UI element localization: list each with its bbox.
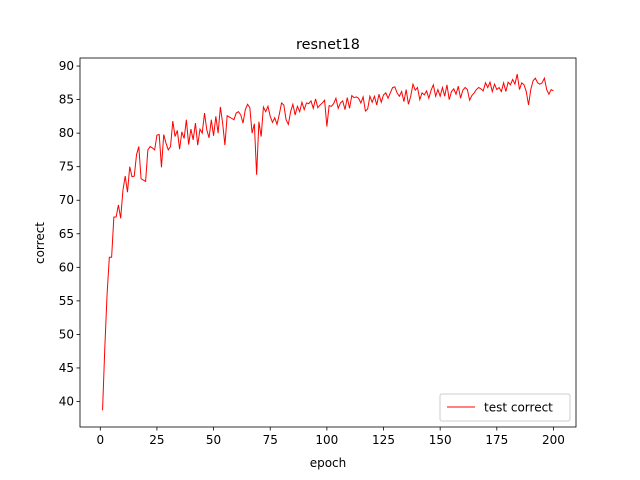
- legend-label: test correct: [484, 401, 553, 415]
- data-line: [102, 73, 554, 411]
- y-tick-label: 60: [59, 260, 74, 274]
- y-tick-label: 45: [59, 361, 74, 375]
- y-axis-label: correct: [33, 222, 47, 264]
- y-tick-label: 55: [59, 294, 74, 308]
- chart-title: resnet18: [296, 37, 360, 53]
- y-tick-label: 65: [59, 227, 74, 241]
- x-tick-label: 50: [206, 433, 221, 447]
- x-tick-label: 75: [263, 433, 278, 447]
- x-tick-label: 150: [429, 433, 452, 447]
- legend-box: [439, 393, 571, 422]
- y-tick-label: 90: [59, 59, 74, 73]
- x-tick-label: 200: [542, 433, 565, 447]
- y-tick-label: 70: [59, 193, 74, 207]
- x-tick-label: 0: [96, 433, 104, 447]
- y-tick-label: 75: [59, 160, 74, 174]
- y-tick-label: 85: [59, 93, 74, 107]
- x-axis-label: epoch: [310, 456, 347, 470]
- y-tick-label: 40: [59, 395, 74, 409]
- axes-frame: [79, 57, 577, 428]
- x-tick-label: 100: [315, 433, 338, 447]
- y-tick-label: 80: [59, 126, 74, 140]
- x-tick-label: 175: [485, 433, 508, 447]
- x-tick-label: 25: [149, 433, 164, 447]
- x-tick-label: 125: [372, 433, 395, 447]
- y-tick-label: 50: [59, 327, 74, 341]
